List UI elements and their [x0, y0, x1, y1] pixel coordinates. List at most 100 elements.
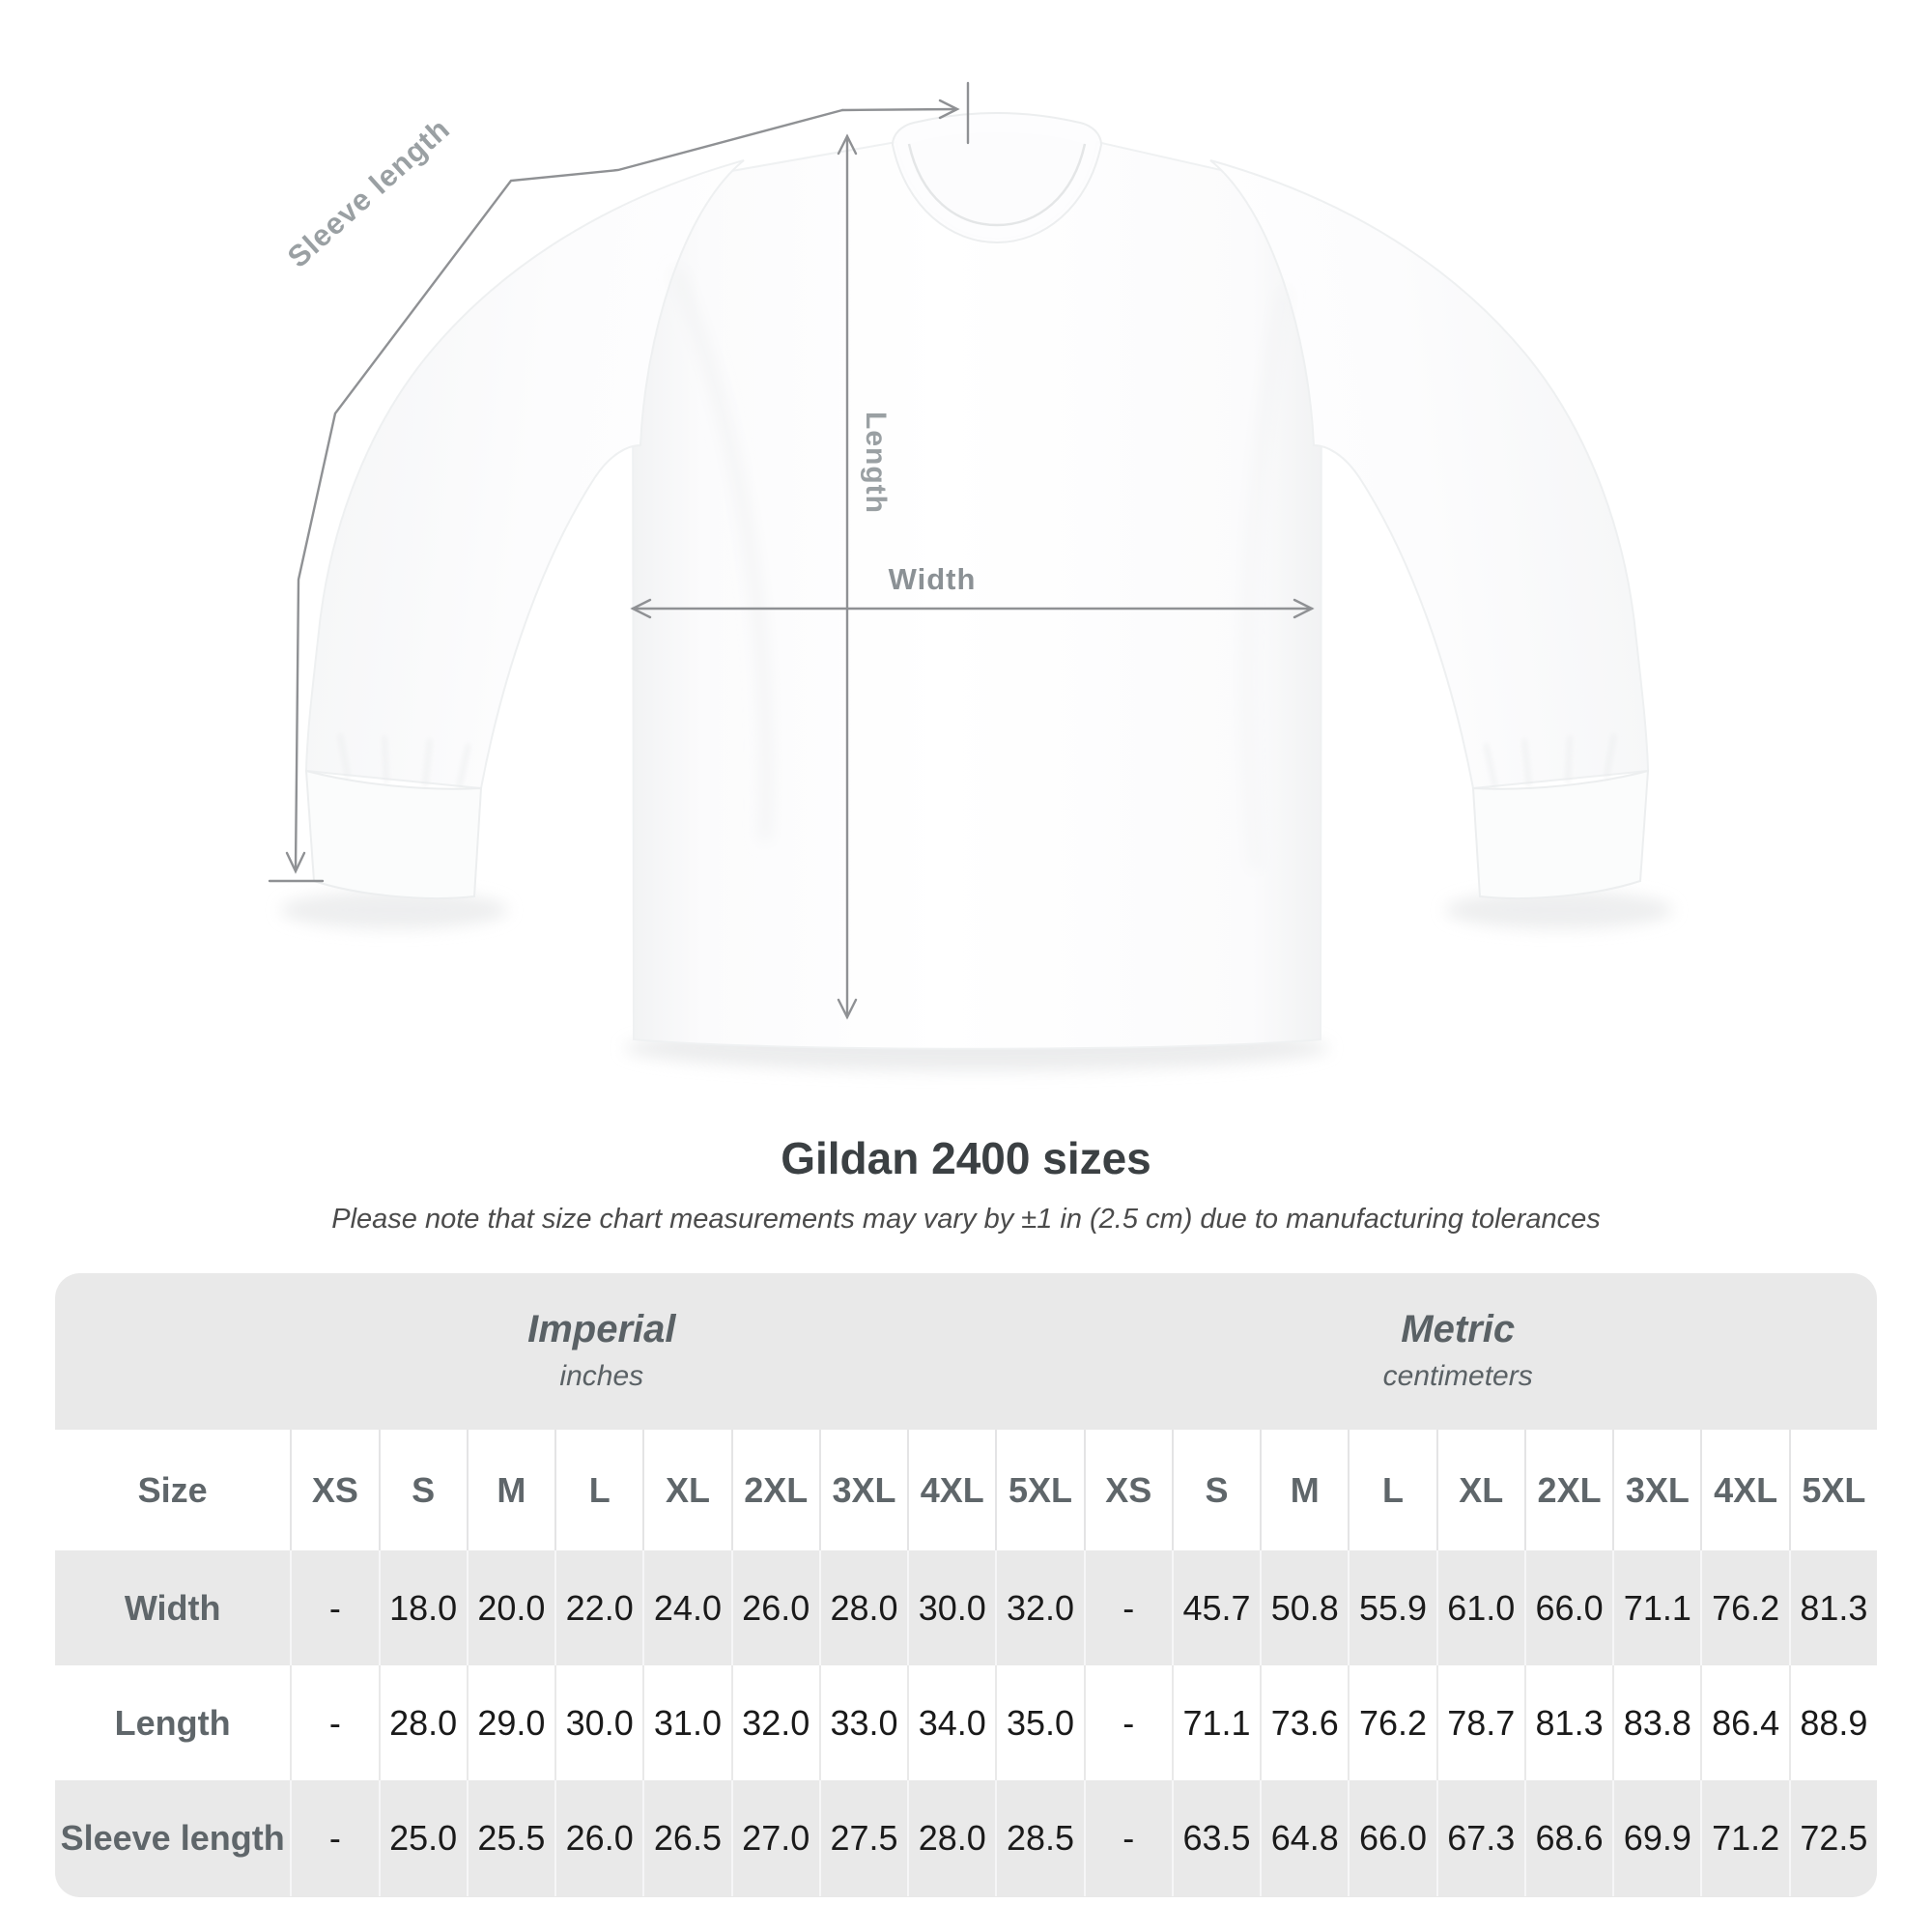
size-column-header: 4XL	[907, 1430, 995, 1550]
measurement-value: 83.8	[1612, 1665, 1700, 1780]
left-sleeve	[304, 159, 745, 900]
measurement-value: 55.9	[1348, 1550, 1435, 1665]
size-column-header: L	[1348, 1430, 1435, 1550]
measurement-value: 68.6	[1523, 1780, 1612, 1896]
measurement-value: 33.0	[818, 1665, 907, 1780]
size-column-header: L	[554, 1430, 642, 1550]
measurement-value: 28.0	[907, 1780, 995, 1896]
measurement-value: -	[1083, 1550, 1172, 1665]
measurement-value: 27.0	[730, 1780, 819, 1896]
table-row: Length -28.0 29.0 30.0 31.0 32.0 33.0 34.0 35.0-…	[55, 1665, 1877, 1780]
measurement-value: 81.3	[1523, 1665, 1612, 1780]
size-column-header: 3XL	[1612, 1430, 1700, 1550]
measurement-value: 29.0	[466, 1665, 554, 1780]
measurement-value: 22.0	[554, 1550, 642, 1665]
right-sleeve	[1209, 159, 1650, 900]
measurement-value: 71.2	[1700, 1780, 1788, 1896]
width-label: Width	[888, 562, 977, 596]
length-label: Length	[860, 412, 892, 514]
measurement-value: -	[290, 1550, 378, 1665]
measurement-value: -	[1083, 1665, 1172, 1780]
size-header-row: Size XS S M L XL 2XL 3XL 4XL 5XL XS S M L XL 2XL 3XL 4XL…	[55, 1430, 1877, 1550]
left-cuff	[304, 769, 483, 900]
measurement-value: 24.0	[642, 1550, 730, 1665]
measurement-value: 66.0	[1523, 1550, 1612, 1665]
measurement-value: 73.6	[1260, 1665, 1348, 1780]
measurement-value: 50.8	[1260, 1550, 1348, 1665]
measurement-value: 30.0	[554, 1665, 642, 1780]
size-column-header: XL	[1435, 1430, 1524, 1550]
shirt-diagram	[268, 81, 1673, 1071]
measurement-value: 32.0	[995, 1550, 1083, 1665]
size-column-header: XL	[642, 1430, 730, 1550]
measurement-value: 28.0	[378, 1665, 467, 1780]
size-column-header: S	[1171, 1430, 1260, 1550]
measurement-value: -	[1083, 1780, 1172, 1896]
sleeve-length-measure-line	[268, 81, 970, 883]
measurement-value: 76.2	[1348, 1665, 1435, 1780]
measurement-value: 31.0	[642, 1665, 730, 1780]
measurement-value: 30.0	[907, 1550, 995, 1665]
size-table: Imperial inches Metric centimeters Size …	[55, 1273, 1877, 1897]
measurement-value: 32.0	[730, 1665, 819, 1780]
metric-group-header: Metric centimeters	[1085, 1306, 1832, 1393]
measurement-value: -	[290, 1665, 378, 1780]
measurement-value: 63.5	[1171, 1780, 1260, 1896]
size-column-header: S	[378, 1430, 467, 1550]
length-measure-line	[837, 133, 858, 1020]
page-title: Gildan 2400 sizes	[781, 1133, 1151, 1183]
row-label: Width	[124, 1587, 221, 1628]
tolerance-note: Please note that size chart measurements…	[331, 1204, 1601, 1235]
width-measure-line	[630, 598, 1315, 619]
metric-unit-label: centimeters	[1382, 1360, 1533, 1392]
size-column-header: 2XL	[730, 1430, 819, 1550]
collar	[891, 111, 1103, 244]
measurement-value: 69.9	[1612, 1780, 1700, 1896]
imperial-label: Imperial	[527, 1308, 676, 1350]
measurement-value: 71.1	[1171, 1665, 1260, 1780]
metric-label: Metric	[1401, 1308, 1516, 1350]
measurement-value: 26.0	[730, 1550, 819, 1665]
measurement-value: 18.0	[378, 1550, 467, 1665]
row-label: Sleeve length	[60, 1818, 285, 1858]
measurement-value: 66.0	[1348, 1780, 1435, 1896]
measurement-value: 67.3	[1435, 1780, 1524, 1896]
row-label: Length	[114, 1702, 231, 1743]
measurement-value: 26.5	[642, 1780, 730, 1896]
measurement-value: 34.0	[907, 1665, 995, 1780]
measurement-value: 81.3	[1788, 1550, 1877, 1665]
measurement-value: 76.2	[1700, 1550, 1788, 1665]
measurement-value: 26.0	[554, 1780, 642, 1896]
measurement-value: 88.9	[1788, 1665, 1877, 1780]
measurement-value: 45.7	[1171, 1550, 1260, 1665]
measurement-value: 35.0	[995, 1665, 1083, 1780]
fabric-wrinkles	[671, 269, 1289, 870]
size-column-header: M	[1260, 1430, 1348, 1550]
measurement-value: 71.1	[1612, 1550, 1700, 1665]
unit-group-header: Imperial inches Metric centimeters	[55, 1273, 1877, 1430]
table-row: Sleeve length -25.0 25.5 26.0 26.5 27.0 27.5 28…	[55, 1780, 1877, 1896]
size-column-header: Size	[137, 1469, 208, 1510]
measurement-value: 20.0	[466, 1550, 554, 1665]
measurement-value: -	[290, 1780, 378, 1896]
size-column-header: XS	[1083, 1430, 1172, 1550]
measurement-value: 86.4	[1700, 1665, 1788, 1780]
size-column-header: 5XL	[1788, 1430, 1877, 1550]
size-column-header: XS	[290, 1430, 378, 1550]
size-column-header: 3XL	[818, 1430, 907, 1550]
measurement-value: 78.7	[1435, 1665, 1524, 1780]
measurement-value: 25.5	[466, 1780, 554, 1896]
imperial-unit-label: inches	[559, 1360, 644, 1392]
measurement-value: 28.5	[995, 1780, 1083, 1896]
imperial-group-header: Imperial inches	[292, 1306, 911, 1393]
size-column-header: 4XL	[1700, 1430, 1788, 1550]
table-row: Width -18.0 20.0 22.0 24.0 26.0 28.0 30.0 32.0-4…	[55, 1550, 1877, 1665]
measurement-value: 64.8	[1260, 1780, 1348, 1896]
measurement-value: 61.0	[1435, 1550, 1524, 1665]
measurement-value: 25.0	[378, 1780, 467, 1896]
measurement-value: 27.5	[818, 1780, 907, 1896]
measurement-value: 72.5	[1788, 1780, 1877, 1896]
measurement-value: 28.0	[818, 1550, 907, 1665]
size-column-header: 2XL	[1523, 1430, 1612, 1550]
